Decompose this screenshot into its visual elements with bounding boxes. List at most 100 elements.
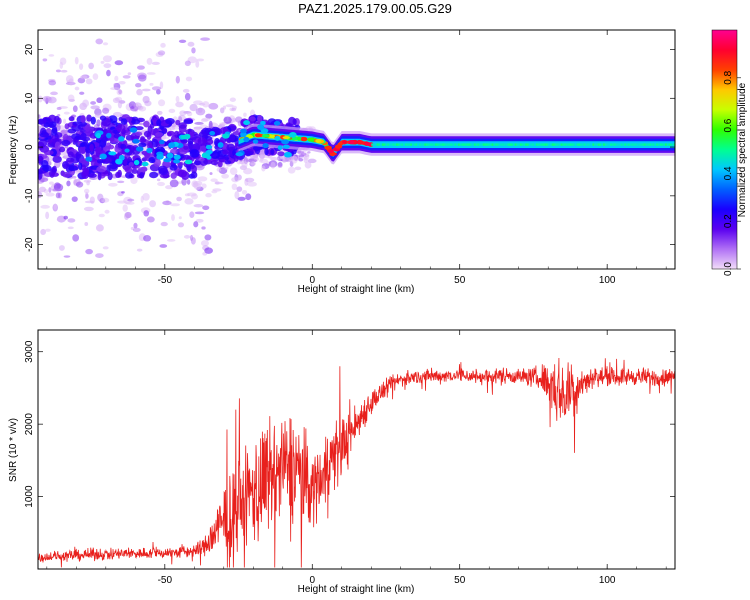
spectrogram-noise-blob [88, 62, 95, 70]
spectrogram-ridge-cell [572, 143, 575, 146]
spectrogram-ridge-cell [388, 143, 391, 146]
spectrogram-ridge-cell [558, 143, 561, 146]
spectrogram-noise-blob [49, 181, 54, 185]
spectrogram-noise-blob [146, 163, 152, 171]
spectrogram-ridge-cell [672, 143, 675, 146]
spectrogram-ridge-cell [666, 143, 669, 146]
spectrogram-peak-blob [270, 134, 275, 138]
spectrogram-hot-blob [146, 147, 153, 154]
spectrogram-hot-blob [133, 159, 140, 166]
spectrogram-x-tick-label: -50 [158, 275, 173, 286]
spectrogram-ridge-cell [514, 143, 517, 146]
spectrogram-core-blob [120, 118, 128, 125]
spectrogram-ridge-cell [542, 143, 545, 146]
spectrogram-core-blob [137, 167, 148, 173]
spectrogram-ridge-cell [454, 143, 457, 146]
spectrogram-ridge-cell [518, 143, 521, 146]
spectrogram-core-blob [42, 119, 47, 124]
colorbar: 0.0 0.2 0.4 0.6 0.8 Normalized spectral ampl… [711, 29, 748, 276]
spectrogram-noise-blob [186, 192, 197, 197]
spectrogram-core-blob [127, 156, 133, 163]
spectrogram-core-blob [264, 147, 269, 156]
spectrogram-noise-blob [132, 227, 141, 232]
spectrogram-ridge-cell [427, 143, 430, 146]
spectrogram-y-tick-label: -20 [24, 237, 35, 252]
spectrogram-noise-blob [113, 82, 118, 87]
spectrogram-ridge-cell [411, 143, 414, 146]
spectrogram-ridge-cell [374, 143, 377, 146]
spectrogram-noise-blob [110, 87, 120, 91]
spectrogram-ridge-cell [463, 143, 466, 146]
spectrogram-noise-blob [96, 97, 103, 104]
snr-x-tick-label: 100 [599, 575, 616, 586]
spectrogram-ridge-cell [459, 143, 462, 146]
spectrogram-peak-blob [315, 139, 322, 143]
spectrogram-ridge-cell [525, 143, 528, 146]
spectrogram-core-blob [224, 160, 232, 165]
spectrogram-noise-blob [72, 105, 78, 113]
spectrogram-ridge-cell [663, 143, 666, 146]
spectrogram-ridge-cell [484, 143, 487, 146]
spectrogram-core-blob [148, 157, 156, 164]
spectrogram-core-blob [38, 118, 45, 125]
colorbar-tick-label: 0.0 [723, 262, 734, 276]
spectrogram-hot-blob [95, 132, 101, 139]
spectrogram-noise-blob [59, 57, 67, 66]
spectrogram-ridge-cell [378, 143, 381, 146]
spectrogram-noise-blob [196, 58, 205, 62]
spectrogram-core-blob [131, 119, 141, 125]
spectrogram-noise-blob [102, 42, 109, 46]
spectrogram-noise-blob [68, 78, 74, 86]
spectrogram-peak-blob [348, 139, 355, 145]
spectrogram-ridge-cell [489, 143, 492, 146]
spectrogram-noise-blob [60, 69, 68, 73]
spectrogram-ridge-cell [399, 143, 402, 146]
spectrogram-ridge-cell [634, 143, 637, 146]
spectrogram-hot-blob [289, 133, 296, 138]
spectrogram-frame [37, 29, 676, 270]
spectrogram-noise-blob [175, 75, 180, 84]
spectrogram-hot-blob [205, 149, 213, 155]
spectrogram-core-blob [67, 151, 74, 158]
spectrogram-noise-blob [297, 150, 305, 154]
spectrogram-ridge-cell [532, 143, 535, 146]
spectrogram-core-blob [243, 150, 254, 156]
spectrogram-noise-blob [195, 60, 200, 68]
spectrogram-noise-blob [178, 216, 182, 220]
spectrogram-hot-blob [118, 136, 125, 142]
spectrogram-y-tick-label: 10 [24, 92, 35, 104]
spectrogram-y-label: Frequency (Hz) [8, 116, 19, 185]
spectrogram-x-tick-label: 50 [454, 275, 466, 286]
spectrogram-core-blob [149, 171, 159, 179]
spectrogram-ridge-cell [392, 143, 395, 146]
spectrogram-hot-blob [141, 161, 149, 167]
spectrogram-ridge-cell [574, 143, 577, 146]
spectrogram-hot-blob [274, 135, 281, 141]
spectrogram-peak-blob [324, 145, 332, 150]
spectrogram-noise-blob [146, 57, 153, 65]
spectrogram-ridge-cell [652, 143, 655, 146]
spectrogram-ridge-cell [523, 143, 526, 146]
spectrogram-core-blob [206, 138, 214, 145]
spectrogram-ridge-cell [503, 143, 506, 146]
spectrogram-noise-blob [205, 193, 212, 198]
spectrogram-core-blob [210, 160, 219, 166]
spectrogram-noise-blob [241, 161, 248, 168]
spectrogram-noise-blob [48, 54, 55, 57]
spectrogram-ridge-cell [433, 143, 436, 146]
spectrogram-noise-blob [259, 155, 264, 162]
spectrogram-ridge-cell [576, 143, 579, 146]
spectrogram-ridge-cell [486, 143, 489, 146]
spectrogram-core-blob [138, 142, 147, 148]
spectrogram-ridge-cell [406, 143, 409, 146]
spectrogram-core-blob [178, 122, 187, 129]
spectrogram-noise-blob [156, 89, 161, 95]
spectrogram-core-blob [87, 173, 97, 178]
spectrogram-noise-blob [175, 101, 184, 108]
spectrogram-noise-blob [79, 63, 84, 70]
spectrogram-ridge-cell [436, 143, 439, 146]
spectrogram-ridge-cell [673, 143, 675, 146]
spectrogram-noise-blob [117, 200, 127, 204]
spectrogram-hot-blob [217, 142, 224, 148]
snr-x-label: Height of straight line (km) [298, 584, 415, 595]
